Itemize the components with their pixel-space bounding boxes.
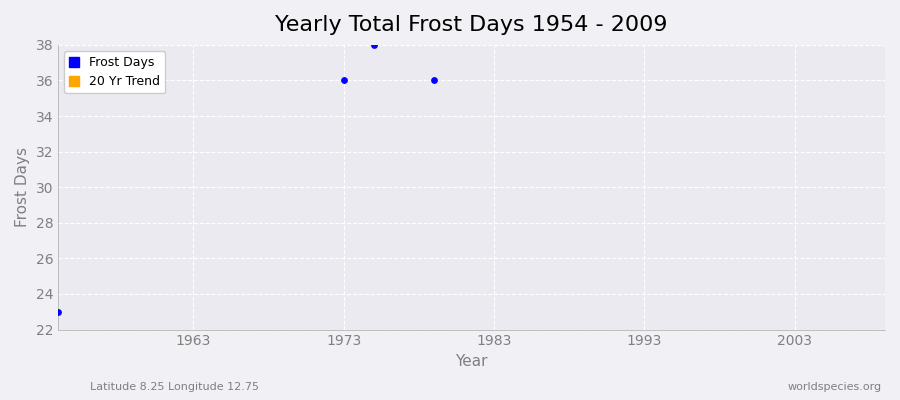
Point (50, 308, 65, 315)
Text: Latitude 8.25 Longitude 12.75: Latitude 8.25 Longitude 12.75 (90, 382, 259, 392)
X-axis label: Year: Year (455, 354, 488, 369)
Point (427, 77, 441, 84)
Legend: Frost Days, 20 Yr Trend: Frost Days, 20 Yr Trend (64, 51, 166, 93)
Point (366, 42, 381, 48)
Point (337, 77, 351, 84)
Text: worldspecies.org: worldspecies.org (788, 382, 882, 392)
Title: Yearly Total Frost Days 1954 - 2009: Yearly Total Frost Days 1954 - 2009 (275, 15, 668, 35)
Y-axis label: Frost Days: Frost Days (15, 147, 30, 227)
